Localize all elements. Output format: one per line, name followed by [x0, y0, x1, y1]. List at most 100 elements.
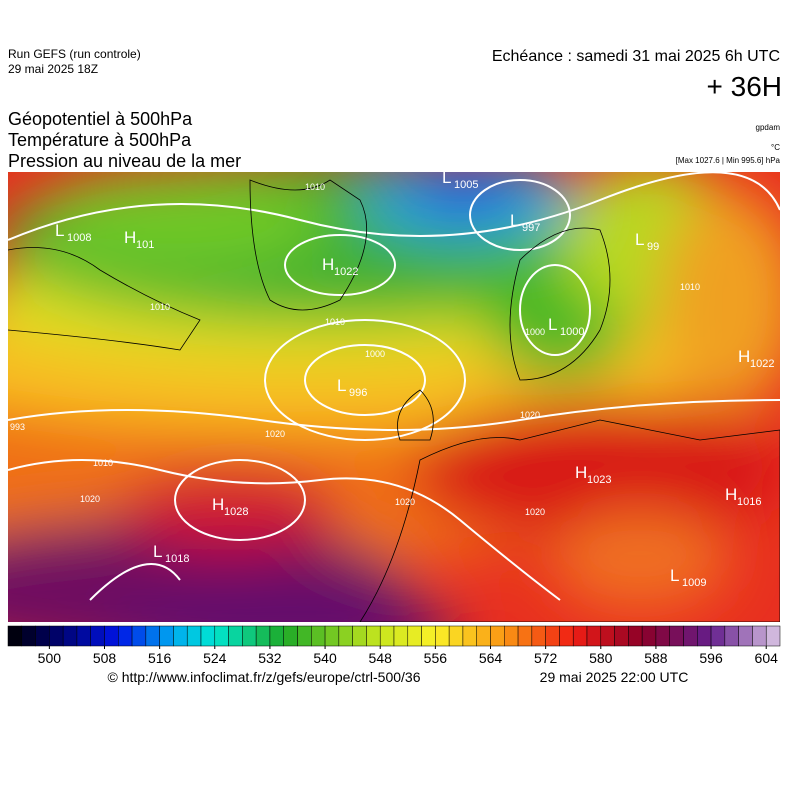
colorbar-swatch [118, 625, 133, 647]
center-value: 1022 [334, 266, 358, 278]
center-value: 1008 [67, 232, 91, 244]
contour-label: 1010 [325, 317, 345, 327]
center-type: L [442, 168, 451, 187]
center-type: H [725, 485, 737, 504]
colorbar-tick-label: 588 [644, 650, 668, 666]
center-value: 1000 [560, 326, 584, 338]
colorbar: 500 508 516 524 532 540 548 556 564 572 580 588 596 6… [7, 625, 781, 666]
valid-time: Echéance : samedi 31 mai 2025 6h UTC [492, 48, 780, 65]
contour-label: 1020 [520, 410, 540, 420]
colorbar-swatch [531, 625, 546, 647]
colorbar-swatch [7, 625, 23, 647]
colorbar-tick-label: 548 [369, 650, 393, 666]
colorbar-swatch [21, 625, 36, 647]
center-value: 1022 [750, 358, 774, 370]
colorbar-swatch [200, 625, 216, 647]
colorbar-tick-label: 580 [589, 650, 613, 666]
colorbar-swatch [255, 625, 271, 647]
colorbar-swatch [311, 625, 326, 647]
source-url: © http://www.infoclimat.fr/z/gefs/europe… [107, 669, 420, 685]
colorbar-swatch [393, 625, 409, 647]
colorbar-swatch [269, 625, 284, 647]
colorbar-swatch [62, 625, 78, 647]
unit-label: [Max 1027.6 | Min 995.6] hPa [676, 156, 781, 165]
colorbar-tick-label: 532 [258, 650, 282, 666]
colorbar-tick-label: 508 [93, 650, 117, 666]
center-type: L [670, 566, 679, 585]
contour-label: 1020 [395, 497, 415, 507]
contour-label: 1020 [80, 494, 100, 504]
center-type: L [153, 542, 162, 561]
temperature-field [8, 172, 780, 622]
colorbar-swatch [145, 625, 160, 647]
contour-label: 1020 [265, 429, 285, 439]
colorbar-swatch [35, 625, 50, 647]
center-type: L [635, 230, 644, 249]
contour-label: 1000 [365, 349, 385, 359]
run-date: 29 mai 2025 18Z [8, 62, 98, 76]
colorbar-swatch [338, 625, 353, 647]
contour-label: 993 [10, 422, 25, 432]
center-value: 99 [647, 241, 659, 253]
colorbar-swatch [186, 625, 202, 647]
contour-label: 1020 [525, 507, 545, 517]
contour-label: 1010 [680, 282, 700, 292]
center-type: L [55, 221, 64, 240]
colorbar-swatch [504, 625, 519, 647]
isobars [8, 172, 780, 601]
created-time: 29 mai 2025 22:00 UTC [540, 669, 689, 685]
colorbar-swatch [242, 625, 257, 647]
contour-label: 1010 [150, 302, 170, 312]
colorbar-swatch [752, 625, 767, 647]
field-label: Géopotentiel à 500hPa [8, 109, 193, 129]
colorbar-swatch [448, 625, 464, 647]
center-type: H [575, 463, 587, 482]
colorbar-swatch [517, 625, 533, 647]
center-type: H [738, 347, 750, 366]
colorbar-swatch [545, 625, 560, 647]
colorbar-swatch [600, 625, 615, 647]
colorbar-swatch [131, 625, 147, 647]
colorbar-swatch [462, 625, 477, 647]
colorbar-swatch [228, 625, 243, 647]
center-value: 996 [349, 387, 367, 399]
center-type: L [510, 211, 519, 230]
center-value: 1028 [224, 506, 248, 518]
colorbar-swatch [738, 625, 753, 647]
unit-label: °C [771, 143, 780, 152]
colorbar-swatch [366, 625, 381, 647]
map [8, 172, 780, 622]
colorbar-swatch [697, 625, 712, 647]
colorbar-tick-label: 540 [313, 650, 337, 666]
colorbar-swatch [159, 625, 174, 647]
center-type: H [322, 255, 334, 274]
unit-label: gpdam [756, 123, 781, 132]
colorbar-swatch [765, 625, 781, 647]
contour-label: 1010 [93, 458, 113, 468]
center-value: 101 [136, 239, 154, 251]
colorbar-swatch [559, 625, 574, 647]
center-value: 1023 [587, 474, 611, 486]
contour-label: 1010 [305, 182, 325, 192]
contour-label: 1000 [525, 327, 545, 337]
center-value: 1018 [165, 553, 189, 565]
coastlines [8, 179, 780, 622]
center-type: H [124, 228, 136, 247]
colorbar-swatch [324, 625, 340, 647]
colorbar-swatch [572, 625, 588, 647]
colorbar-swatch [655, 625, 670, 647]
center-value: 1016 [737, 496, 761, 508]
center-value: 1005 [454, 179, 478, 191]
colorbar-swatch [628, 625, 643, 647]
center-value: 997 [522, 222, 540, 234]
colorbar-swatch [49, 625, 64, 647]
colorbar-swatch [352, 625, 367, 647]
run-label: Run GEFS (run controle) [8, 47, 141, 61]
colorbar-swatch [710, 625, 726, 647]
center-type: L [337, 376, 346, 395]
colorbar-swatch [297, 625, 312, 647]
colorbar-tick-label: 604 [755, 650, 779, 666]
colorbar-tick-label: 524 [203, 650, 227, 666]
colorbar-tick-label: 556 [424, 650, 448, 666]
